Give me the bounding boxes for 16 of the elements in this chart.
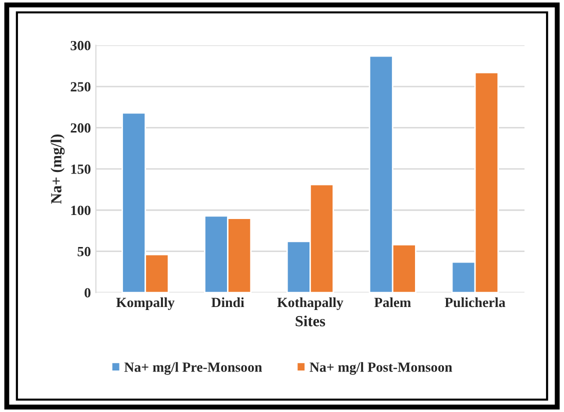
x-tick-label: Palem (374, 297, 411, 308)
y-tick-label: 100 (71, 206, 90, 216)
y-tick-label: 50 (78, 246, 90, 256)
legend-label: Na+ mg/l Post-Monsoon (310, 362, 452, 375)
x-tick-label: Kompally (116, 297, 175, 310)
x-tick-label: Pulicherla (444, 297, 506, 308)
legend-label: Na+ mg/l Pre-Monsoon (124, 362, 262, 375)
y-tick-label: 300 (70, 40, 90, 50)
x-tick-label: Kothapally (277, 297, 344, 310)
x-tick-label: Dindi (211, 297, 244, 308)
y-axis-title: Na+ (mg/l) (50, 134, 65, 204)
y-tick-label: 0 (84, 288, 90, 298)
y-tick-label: 200 (70, 123, 90, 133)
y-tick-label: 150 (71, 164, 90, 174)
x-axis-title: Sites (296, 316, 326, 326)
y-tick-label: 250 (70, 82, 90, 92)
